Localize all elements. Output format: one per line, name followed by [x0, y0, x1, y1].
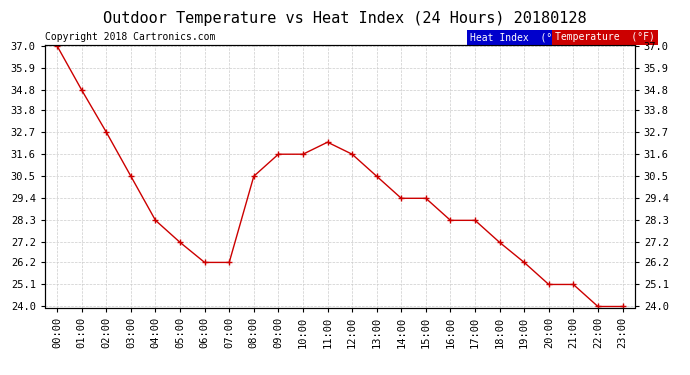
Text: Heat Index  (°F): Heat Index (°F) [470, 32, 564, 42]
Text: Copyright 2018 Cartronics.com: Copyright 2018 Cartronics.com [45, 32, 215, 42]
Text: Outdoor Temperature vs Heat Index (24 Hours) 20180128: Outdoor Temperature vs Heat Index (24 Ho… [104, 11, 586, 26]
Text: Temperature  (°F): Temperature (°F) [555, 32, 655, 42]
